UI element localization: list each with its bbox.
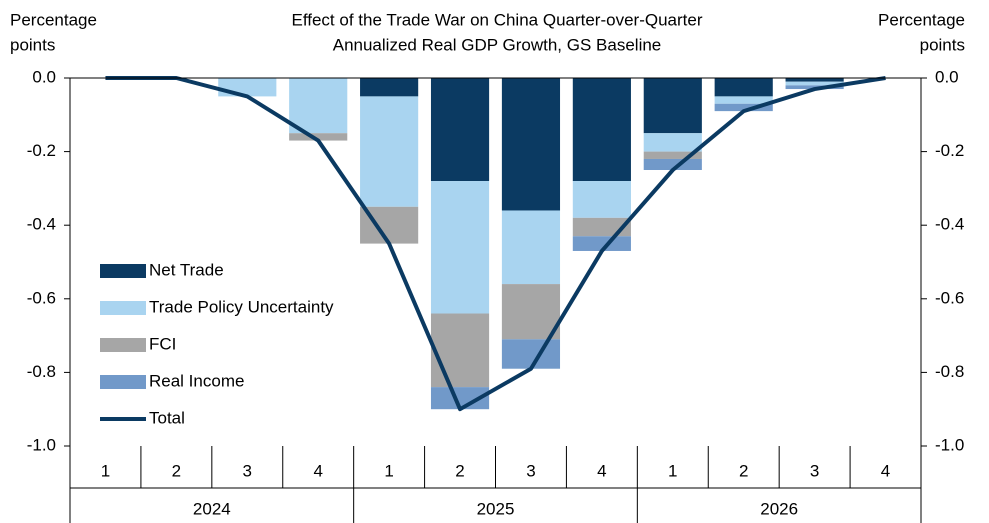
y2-tick-label: -0.2 [935,141,964,160]
y-tick-label: -0.4 [27,215,56,234]
x-tick-label: 4 [313,461,322,480]
bar-segment [643,78,702,134]
legend-label: Net Trade [149,260,224,279]
legend-swatch [100,338,146,352]
bar-segment [289,133,348,141]
legend-label: FCI [149,334,176,353]
y-tick-label: -0.8 [27,362,56,381]
x-tick-label: 1 [101,461,110,480]
legend-label: Real Income [149,371,244,390]
x-tick-label: 2 [172,461,181,480]
x-group-label: 2025 [477,499,515,518]
y-tick-label: -0.6 [27,288,56,307]
bar-segment [289,78,348,134]
bar-segment [572,236,631,251]
x-tick-label: 1 [384,461,393,480]
bar-segment [218,78,277,97]
bar-segment [643,158,702,170]
x-tick-label: 3 [810,461,819,480]
x-tick-label: 2 [739,461,748,480]
y-tick-label: -0.2 [27,141,56,160]
bar-segment [785,81,844,86]
x-tick-label: 4 [881,461,890,480]
y2-axis-title: Percentage [878,10,965,29]
bar-segment [501,284,561,340]
bar-segment [714,96,773,104]
x-tick-label: 2 [455,461,464,480]
x-tick-label: 3 [526,461,535,480]
chart-title: Annualized Real GDP Growth, GS Baseline [333,35,662,54]
bar-segment [501,210,561,285]
legend-swatch [100,375,146,389]
legend-swatch [100,264,146,278]
bar-segment [572,78,631,182]
y2-axis-title: points [920,35,965,54]
y-tick-label: -1.0 [27,435,56,454]
y-tick-label: 0.0 [32,67,56,86]
bar-segment [430,313,490,388]
x-tick-label: 3 [243,461,252,480]
x-tick-label: 4 [597,461,606,480]
y2-tick-label: -0.8 [935,362,964,381]
y-axis-title: points [10,35,55,54]
x-tick-label: 1 [668,461,677,480]
y2-tick-label: -0.6 [935,288,964,307]
bar-segment [785,78,844,82]
bar-segment [501,78,561,211]
bar-segment [572,181,631,218]
bar-segment [714,78,773,97]
x-group-label: 2024 [193,499,231,518]
total-line [105,76,886,412]
bar-segment [430,181,490,314]
bar-segment [430,387,490,410]
bar-segment [643,151,702,159]
legend-swatch [100,301,146,315]
bar-segment [360,78,419,97]
x-group-label: 2026 [760,499,798,518]
y2-tick-label: -1.0 [935,435,964,454]
bar-segment [430,78,490,182]
bar-segment [643,133,702,152]
y2-tick-label: 0.0 [935,67,959,86]
y-axis-title: Percentage [10,10,97,29]
legend-label: Trade Policy Uncertainty [149,297,334,316]
y2-tick-label: -0.4 [935,215,964,234]
chart-title: Effect of the Trade War on China Quarter… [291,10,702,29]
bar-segment [714,103,773,112]
bar-segment [501,339,561,369]
bar-segment [360,96,419,207]
legend-label: Total [149,408,185,427]
